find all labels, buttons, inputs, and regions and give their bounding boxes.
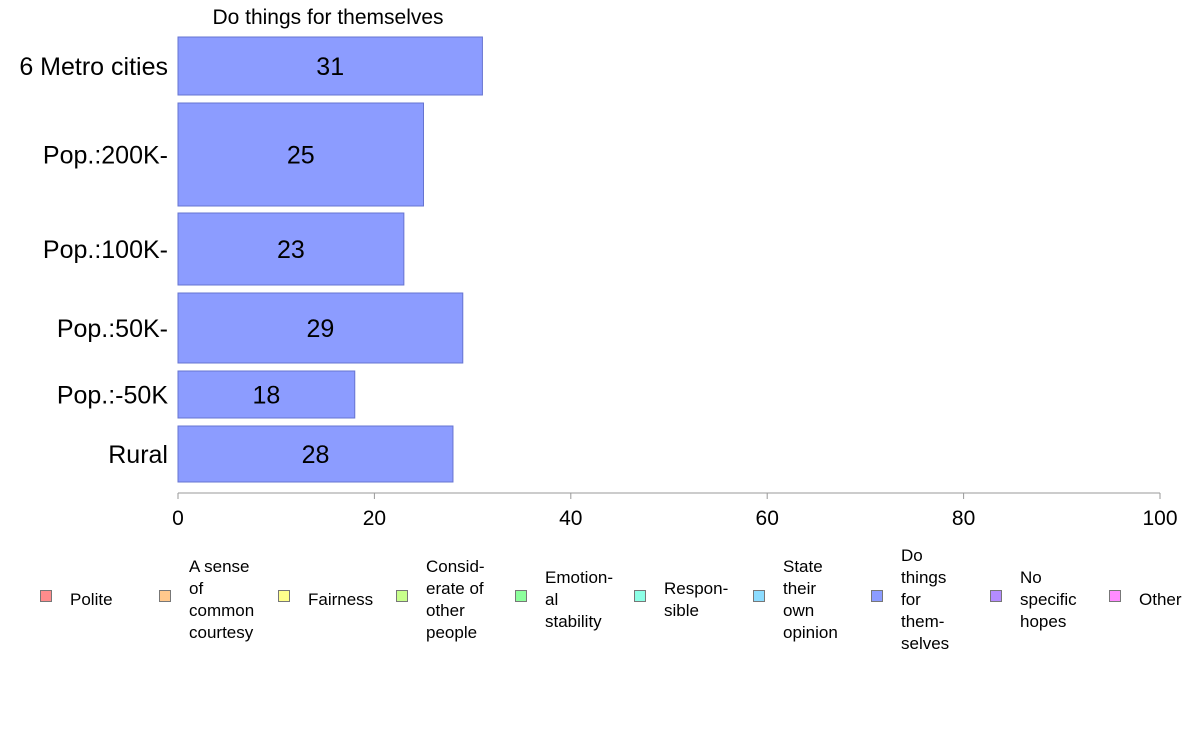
x-tick-label: 80 <box>952 507 975 530</box>
legend-swatch <box>515 590 527 602</box>
legend-label: Polite <box>70 590 113 609</box>
bar-value-label: 25 <box>287 142 315 170</box>
category-label: Pop.:100K- <box>43 236 168 264</box>
legend-label: Emotion- al stability <box>545 568 614 631</box>
legend-label: Do things for them- selves <box>901 546 950 653</box>
legend-label: Fairness <box>308 590 374 609</box>
legend-label: Consid- erate of other people <box>426 557 485 642</box>
bar-value-label: 23 <box>277 236 305 264</box>
legend-swatch <box>990 590 1002 602</box>
legend-swatch <box>871 590 883 602</box>
bar-value-label: 28 <box>302 441 330 469</box>
category-label: Pop.:200K- <box>43 142 168 170</box>
legend-label: A sense of common courtesy <box>189 557 255 642</box>
bar <box>177 36 483 96</box>
legend-swatch <box>40 590 52 602</box>
x-tick-label: 100 <box>1142 507 1177 530</box>
bar-value-label: 18 <box>252 382 280 410</box>
chart-title: Do things for themselves <box>212 6 444 29</box>
x-tick-label: 60 <box>756 507 779 530</box>
legend: Polite A sense of common courtesy Fairness… <box>0 540 1188 660</box>
x-tick-label: 20 <box>363 507 386 530</box>
x-tick-label: 0 <box>172 507 184 530</box>
category-label: Pop.:-50K <box>57 382 169 410</box>
legend-swatch <box>753 590 765 602</box>
legend-swatch <box>159 590 171 602</box>
x-tick-label: 40 <box>559 507 582 530</box>
legend-swatch <box>634 590 646 602</box>
category-label: 6 Metro cities <box>19 53 168 81</box>
bar <box>177 425 454 483</box>
category-label: Rural <box>108 441 168 469</box>
bar-value-label: 31 <box>316 53 344 81</box>
legend-label: No specific hopes <box>1020 568 1077 631</box>
bar <box>177 102 424 207</box>
bar <box>177 292 464 364</box>
legend-swatch <box>278 590 290 602</box>
legend-label: State their own opinion <box>783 557 838 642</box>
plot-area: 31 6 Metro cities 25 Pop.:200K- 23 Pop.:100K-… <box>19 36 1178 530</box>
legend-label: Respon- sible <box>664 579 729 620</box>
bar <box>177 212 405 286</box>
legend-label: Other <box>1139 590 1182 609</box>
legend-swatch <box>396 590 408 602</box>
legend-swatch <box>1109 590 1121 602</box>
category-label: Pop.:50K- <box>57 315 168 343</box>
bar-value-label: 29 <box>306 315 334 343</box>
bar <box>177 370 356 419</box>
